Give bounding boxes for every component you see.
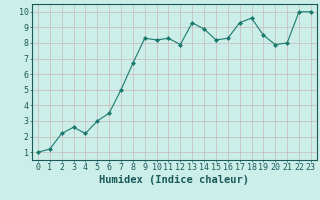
X-axis label: Humidex (Indice chaleur): Humidex (Indice chaleur) bbox=[100, 175, 249, 185]
